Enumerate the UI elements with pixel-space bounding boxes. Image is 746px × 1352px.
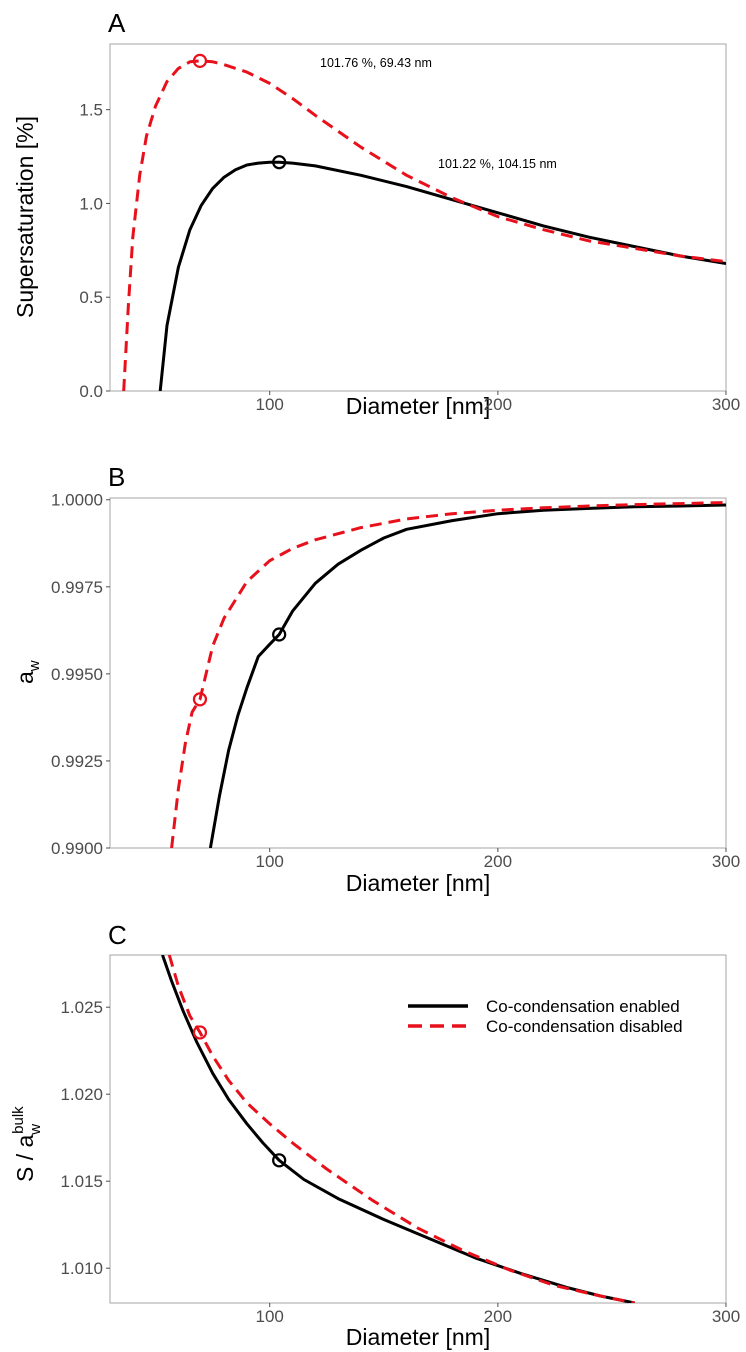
panel-a-letter: A [108,8,126,38]
panel-c-y-tick-label: 1.015 [60,1172,103,1191]
panel-c-marker-enabled [272,1153,287,1168]
panel-b-marker-enabled [272,627,287,642]
panel-a-y-tick-label: 1.0 [79,194,103,213]
panel-a-marker-disabled [192,53,208,68]
panel-b-marker-disabled [192,692,208,707]
panel-b-y-tick-label: 0.9950 [51,665,103,684]
panel-a-x-tick-label: 300 [712,395,740,414]
panel-b-y-tick-label: 0.9975 [51,578,103,597]
panel-b-x-tick-label: 300 [712,852,740,871]
panel-a-x-tick-label: 200 [484,395,512,414]
panel-c-x-axis-title: Diameter [nm] [346,1324,490,1350]
panel-b-series-enabled [208,503,726,848]
panel-c-marker-disabled [192,1025,208,1040]
panel-c-y-axis-title-main: S / a [12,1134,38,1182]
panel-a-y-tick-label: 0.0 [79,382,103,401]
panel-b-series-disabled [170,501,726,848]
panel-a-annotation-disabled: 101.76 %, 69.43 nm [320,56,432,70]
panel-a-series-enabled [158,160,726,391]
panel-b-y-tick-label: 1.0000 [51,491,103,510]
panel-b-y-tick-label: 0.9900 [51,839,103,858]
panel-a-x-tick-label: 100 [256,395,284,414]
panel-b-y-axis-title-main: a [12,671,38,684]
panel-b-x-tick-label: 200 [484,852,512,871]
panel-b-y-axis-title: aw [12,660,43,684]
legend-label-disabled: Co-condensation disabled [486,1017,683,1036]
panel-c: C Diameter [nm] S / awbulk Co-condensati… [10,920,740,1350]
panel-c-letter: C [108,920,127,950]
panel-b: B Diameter [nm] aw 100 200 300 0.9900 0.9925… [12,462,740,896]
panel-b-y-axis-title-sub: w [26,660,43,672]
panel-c-y-tick-label: 1.020 [60,1085,103,1104]
panel-b-x-tick-label: 100 [256,852,284,871]
panel-a-series-disabled [122,59,726,391]
panel-b-x-axis-title: Diameter [nm] [346,870,490,896]
panel-b-plot-frame [109,497,727,849]
panel-c-x-tick-label: 100 [256,1307,284,1326]
legend-label-enabled: Co-condensation enabled [486,997,680,1016]
panel-a-x-axis-title: Diameter [nm] [346,393,490,419]
panel-c-y-axis-title-sub: w [27,1124,44,1136]
panel-c-y-tick-label: 1.025 [60,998,103,1017]
panel-a-plot-frame [109,43,727,392]
panel-a: A Diameter [nm] Supersaturation [%] 100 2… [12,8,740,419]
legend: Co-condensation enabled Co-condensation … [408,997,683,1036]
panel-a-y-axis-title: Supersaturation [%] [12,116,38,318]
panel-c-x-tick-label: 200 [484,1307,512,1326]
panel-c-x-tick-label: 300 [712,1307,740,1326]
panel-a-y-tick-label: 0.5 [79,288,103,307]
panel-c-y-tick-label: 1.010 [60,1259,103,1278]
panel-b-y-tick-label: 0.9925 [51,752,103,771]
panel-a-annotation-enabled: 101.22 %, 104.15 nm [438,157,557,171]
panel-c-plot-frame [109,954,727,1304]
panel-a-marker-enabled [272,155,287,170]
panel-c-y-axis-title: S / awbulk [10,1106,44,1182]
panel-c-y-axis-title-sup: bulk [10,1106,27,1134]
panel-a-y-tick-label: 1.5 [79,101,103,120]
panel-b-letter: B [108,462,125,492]
